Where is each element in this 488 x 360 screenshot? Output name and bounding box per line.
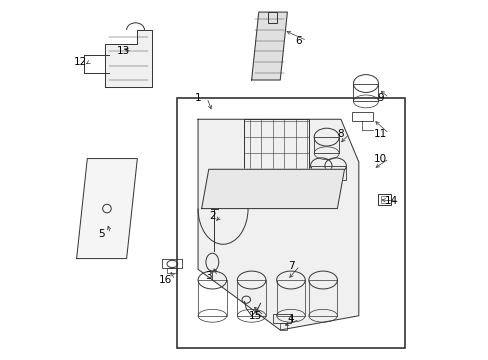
Text: 10: 10	[373, 154, 386, 163]
Bar	[244, 119, 308, 191]
Bar	[237, 280, 265, 316]
Bar	[310, 166, 346, 180]
Bar	[198, 280, 226, 316]
Polygon shape	[77, 158, 137, 258]
Text: 7: 7	[287, 261, 294, 271]
Bar	[313, 137, 339, 153]
Polygon shape	[201, 169, 344, 208]
Text: 6: 6	[294, 36, 301, 46]
Text: 3: 3	[205, 271, 212, 282]
Text: 9: 9	[376, 93, 383, 103]
Bar	[308, 280, 337, 316]
Bar	[276, 280, 305, 316]
Text: 8: 8	[337, 129, 344, 139]
Text: 16: 16	[159, 275, 172, 285]
Text: 1: 1	[194, 93, 201, 103]
Text: 12: 12	[73, 57, 87, 67]
Text: 5: 5	[98, 229, 105, 239]
Text: 13: 13	[116, 46, 129, 57]
Text: 14: 14	[384, 197, 397, 206]
Bar	[267, 12, 276, 23]
Bar	[378, 194, 390, 205]
Text: 15: 15	[248, 311, 261, 321]
Bar	[162, 258, 182, 267]
Polygon shape	[198, 119, 358, 330]
Bar	[272, 314, 290, 323]
Text: 11: 11	[373, 129, 386, 139]
Bar	[380, 196, 387, 203]
Polygon shape	[105, 30, 151, 87]
Bar	[166, 267, 177, 273]
Text: 2: 2	[208, 211, 215, 221]
Polygon shape	[251, 12, 287, 80]
Bar	[353, 84, 378, 102]
Bar	[280, 323, 287, 330]
Bar	[351, 112, 372, 121]
Text: 4: 4	[287, 314, 294, 324]
Bar	[176, 98, 405, 348]
